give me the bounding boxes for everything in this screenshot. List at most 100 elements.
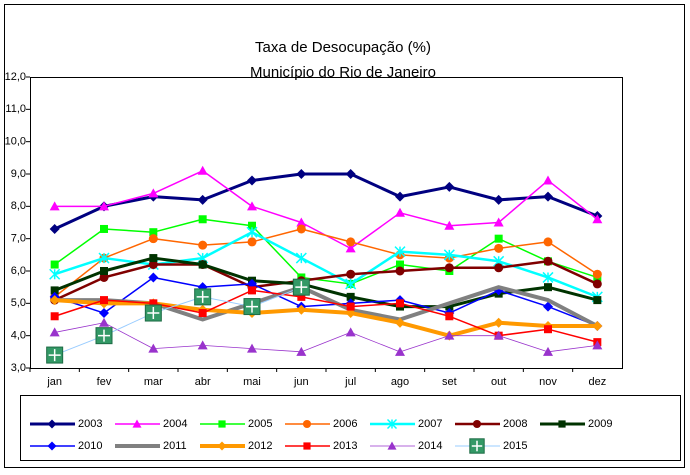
marker: [543, 256, 553, 266]
marker: [543, 301, 553, 312]
marker: [543, 237, 553, 247]
marker: [47, 441, 57, 451]
y-tick-label: 12,0: [5, 71, 26, 83]
marker: [302, 419, 312, 429]
marker: [346, 269, 356, 279]
series-line: [54, 172, 598, 231]
x-tick-label: dez: [588, 376, 606, 388]
marker: [100, 296, 108, 305]
marker: [297, 292, 306, 301]
marker: [469, 438, 485, 454]
series-line: [54, 260, 598, 302]
marker: [592, 279, 602, 289]
y-tick-label: 6,0: [11, 265, 26, 277]
x-tick-label: nov: [539, 376, 557, 388]
marker: [49, 268, 61, 280]
marker: [345, 169, 356, 179]
marker: [198, 215, 207, 224]
legend-label: 2005: [248, 418, 272, 430]
chart-subtitle: Município do Rio de Janeiro: [250, 64, 436, 81]
marker: [494, 263, 504, 273]
x-tick-label: jul: [344, 376, 356, 388]
marker: [148, 188, 159, 198]
y-tick-label: 11,0: [5, 103, 26, 115]
x-tick-label: ago: [391, 376, 409, 388]
marker: [149, 299, 158, 308]
marker: [543, 346, 553, 356]
legend-label: 2011: [163, 440, 187, 452]
x-tick-label: jun: [293, 376, 309, 388]
marker: [148, 234, 158, 244]
legend-label: 2010: [78, 440, 102, 452]
legend-label: 2009: [588, 418, 612, 430]
marker: [218, 420, 226, 428]
marker: [99, 201, 109, 211]
marker: [296, 169, 307, 179]
marker: [149, 254, 158, 263]
marker: [248, 286, 256, 295]
legend-label: 2004: [163, 418, 187, 430]
marker: [592, 214, 603, 224]
y-tick-label: 5,0: [11, 297, 26, 309]
marker: [386, 418, 398, 430]
marker: [544, 283, 552, 292]
marker: [197, 165, 208, 175]
marker: [493, 330, 504, 340]
marker: [493, 217, 504, 227]
marker-cross: [98, 329, 110, 342]
marker: [542, 271, 554, 283]
marker-cross: [471, 440, 483, 452]
x-tick-label: out: [491, 376, 506, 388]
y-tick-label: 4,0: [11, 330, 26, 342]
marker: [346, 292, 355, 301]
x-tick-label: set: [442, 376, 457, 388]
legend-label: 2013: [333, 440, 357, 452]
marker: [149, 228, 158, 237]
marker: [248, 221, 256, 230]
marker: [148, 343, 159, 353]
marker: [47, 419, 57, 429]
marker: [198, 240, 208, 250]
y-tick-label: 3,0: [11, 362, 26, 374]
marker: [396, 260, 404, 269]
marker: [443, 249, 455, 261]
marker: [296, 217, 307, 227]
legend-label: 2006: [333, 418, 357, 430]
marker: [148, 272, 159, 283]
x-tick-label: fev: [97, 376, 112, 388]
marker: [99, 272, 109, 282]
marker: [445, 302, 454, 311]
legend-label: 2015: [503, 440, 527, 452]
marker: [493, 194, 504, 205]
marker: [345, 243, 356, 253]
marker: [395, 266, 405, 276]
legend-label: 2014: [418, 440, 442, 452]
marker: [444, 263, 454, 273]
y-tick-label: 8,0: [11, 200, 26, 212]
chart-title: Taxa de Desocupação (%): [255, 39, 431, 56]
marker: [494, 234, 503, 243]
marker: [247, 201, 257, 211]
marker: [346, 302, 355, 311]
y-tick-label: 7,0: [11, 233, 26, 245]
marker: [444, 181, 455, 192]
x-tick-label: mar: [144, 376, 163, 388]
legend-label: 2003: [78, 418, 102, 430]
series-line: [54, 228, 598, 298]
marker: [217, 441, 227, 451]
marker: [295, 252, 307, 264]
marker: [558, 420, 566, 428]
marker: [50, 286, 59, 295]
marker: [395, 191, 405, 202]
marker: [445, 312, 454, 321]
series-line: [54, 218, 598, 285]
marker: [472, 419, 482, 429]
marker: [303, 442, 311, 450]
y-tick-label: 10,0: [5, 136, 26, 148]
marker: [49, 201, 60, 211]
marker: [593, 296, 602, 305]
marker: [247, 343, 257, 353]
marker: [395, 346, 405, 356]
marker: [50, 260, 59, 269]
